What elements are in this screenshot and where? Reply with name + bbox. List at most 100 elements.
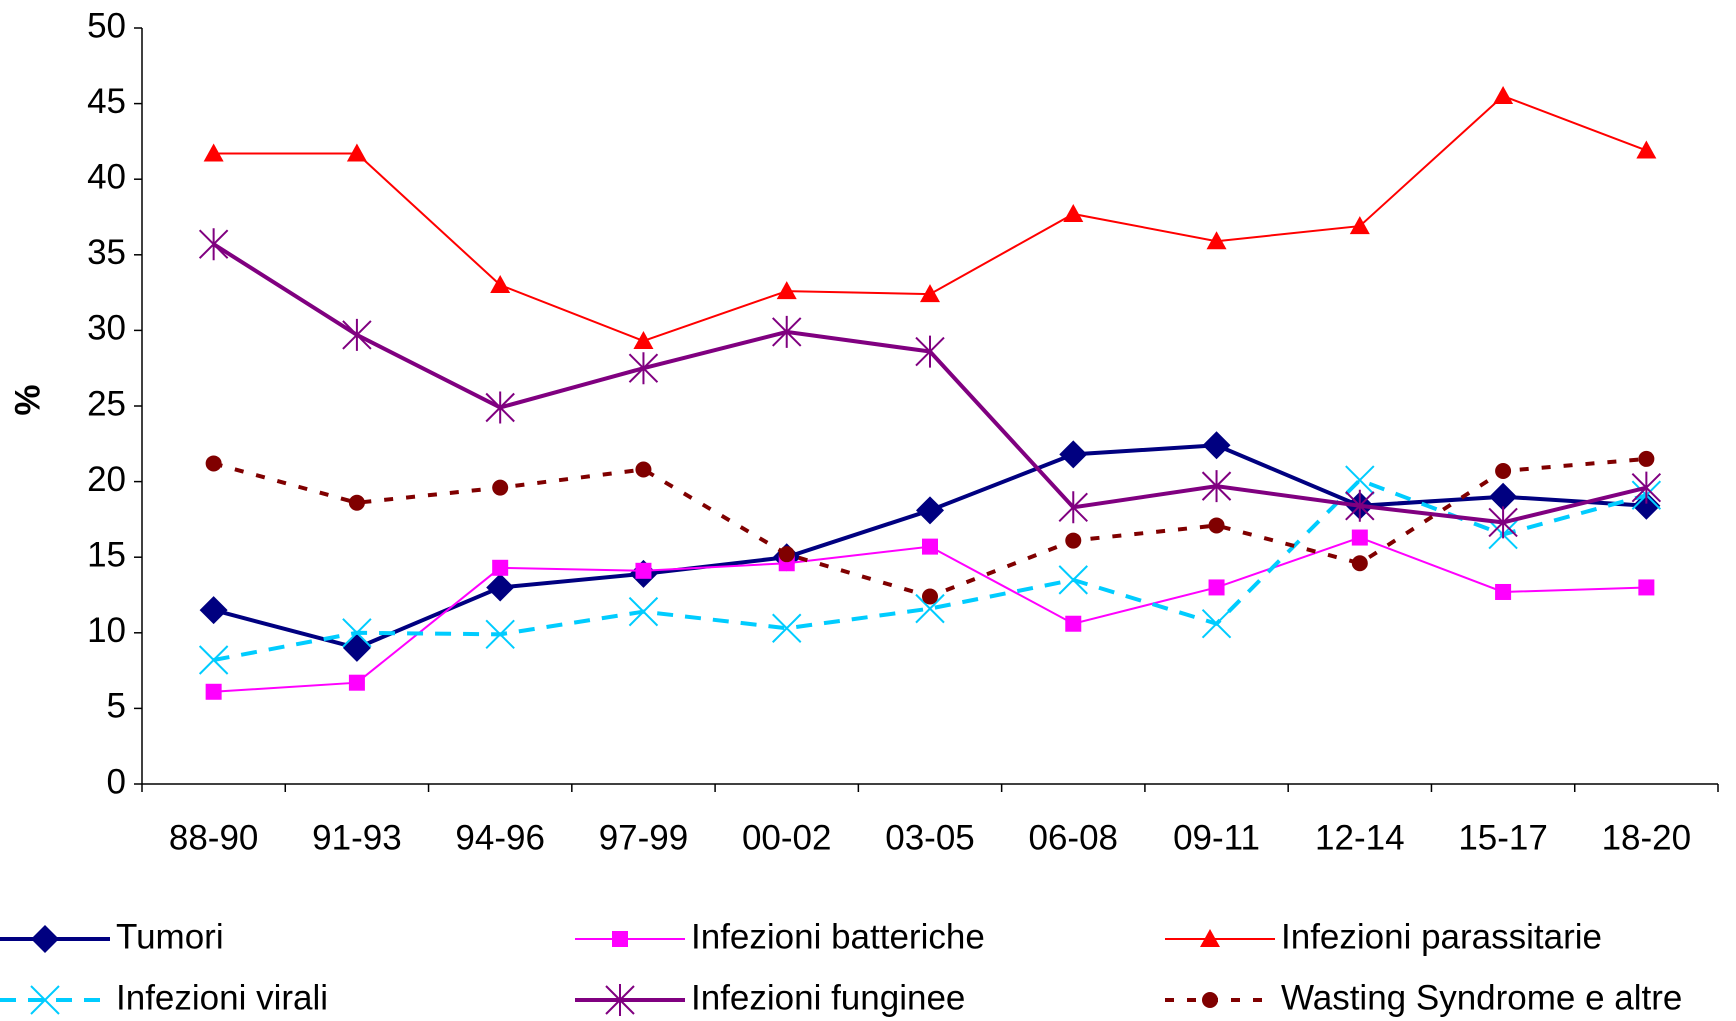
marker bbox=[490, 275, 511, 294]
series bbox=[203, 86, 1657, 349]
marker bbox=[348, 494, 365, 511]
y-tick-label: 25 bbox=[87, 384, 126, 423]
y-tick-label: 20 bbox=[87, 460, 126, 499]
marker bbox=[492, 559, 509, 576]
line bbox=[213, 477, 1647, 662]
x-tick-label: 00-02 bbox=[742, 818, 832, 857]
marker bbox=[1493, 86, 1514, 105]
legend-item: Infezioni batteriche bbox=[575, 917, 985, 956]
legend-item: Infezioni virali bbox=[0, 978, 328, 1017]
marker bbox=[916, 496, 944, 525]
x-tick-label: 94-96 bbox=[455, 818, 545, 857]
legend-item: Infezioni funginee bbox=[575, 978, 965, 1017]
y-tick-label: 5 bbox=[107, 687, 126, 726]
legend-marker bbox=[612, 931, 628, 947]
marker bbox=[628, 352, 659, 385]
x-tick-label: 15-17 bbox=[1458, 818, 1548, 857]
marker bbox=[922, 588, 938, 605]
y-tick-label: 50 bbox=[87, 6, 126, 45]
y-tick-label: 15 bbox=[87, 535, 126, 574]
legend-label: Wasting Syndrome e altre bbox=[1281, 978, 1682, 1017]
x-tick-label: 06-08 bbox=[1029, 818, 1119, 857]
legend-marker bbox=[30, 985, 60, 1015]
marker bbox=[1351, 555, 1368, 572]
line bbox=[213, 94, 1647, 343]
line bbox=[213, 456, 1647, 599]
marker bbox=[1351, 529, 1368, 546]
marker bbox=[342, 633, 371, 662]
marker bbox=[205, 683, 222, 700]
series bbox=[205, 529, 1655, 700]
marker bbox=[1489, 482, 1518, 511]
legend-label: Infezioni funginee bbox=[691, 978, 965, 1017]
marker bbox=[1058, 491, 1088, 524]
marker bbox=[1065, 615, 1082, 632]
marker bbox=[342, 318, 372, 351]
marker bbox=[1201, 470, 1232, 503]
series bbox=[198, 228, 1662, 539]
x-tick-label: 97-99 bbox=[599, 818, 689, 857]
marker bbox=[1631, 471, 1662, 504]
marker bbox=[199, 596, 228, 625]
marker bbox=[633, 330, 654, 349]
legend-marker bbox=[605, 984, 635, 1016]
x-tick-label: 88-90 bbox=[169, 818, 259, 857]
marker bbox=[485, 391, 515, 424]
marker bbox=[485, 619, 515, 650]
y-axis-label: % bbox=[8, 384, 47, 415]
marker bbox=[778, 546, 795, 563]
x-tick-label: 12-14 bbox=[1315, 818, 1405, 857]
marker bbox=[1206, 231, 1227, 250]
marker bbox=[1202, 431, 1231, 460]
marker bbox=[1208, 517, 1225, 534]
marker bbox=[1345, 465, 1375, 495]
x-tick-label: 03-05 bbox=[885, 818, 975, 857]
marker bbox=[1488, 506, 1518, 539]
marker bbox=[772, 315, 802, 348]
marker bbox=[915, 335, 945, 368]
marker bbox=[1208, 579, 1225, 596]
marker bbox=[1636, 140, 1657, 159]
marker bbox=[198, 645, 229, 675]
marker bbox=[772, 613, 802, 643]
legend-item: Infezioni parassitarie bbox=[1165, 917, 1602, 956]
y-tick-label: 35 bbox=[87, 233, 126, 272]
legend-item: Tumori bbox=[0, 917, 224, 956]
marker bbox=[920, 284, 940, 303]
marker bbox=[348, 674, 365, 691]
marker bbox=[1059, 440, 1088, 469]
marker bbox=[776, 281, 797, 300]
marker bbox=[342, 618, 372, 648]
legend-marker bbox=[31, 925, 59, 953]
marker bbox=[492, 479, 509, 496]
y-tick-label: 45 bbox=[87, 82, 126, 121]
marker bbox=[635, 461, 652, 478]
legend-marker bbox=[1200, 929, 1220, 947]
marker bbox=[915, 593, 945, 624]
legend-label: Infezioni batteriche bbox=[691, 917, 985, 956]
marker bbox=[486, 573, 515, 602]
y-tick-label: 10 bbox=[87, 611, 126, 650]
marker bbox=[1345, 489, 1375, 522]
marker bbox=[203, 143, 224, 162]
y-tick-label: 0 bbox=[107, 762, 126, 801]
y-tick-label: 30 bbox=[87, 309, 126, 348]
marker bbox=[1065, 532, 1082, 549]
legend-item: Wasting Syndrome e altre bbox=[1165, 978, 1682, 1017]
y-tick-label: 40 bbox=[87, 157, 126, 196]
marker bbox=[1638, 450, 1655, 467]
line bbox=[213, 536, 1647, 693]
marker bbox=[628, 596, 659, 627]
legend-marker bbox=[1202, 992, 1218, 1008]
marker bbox=[922, 538, 938, 555]
marker bbox=[205, 455, 222, 472]
marker bbox=[1058, 565, 1088, 595]
x-tick-label: 91-93 bbox=[312, 818, 402, 857]
marker bbox=[346, 143, 367, 162]
marker bbox=[1495, 583, 1512, 600]
x-tick-label: 09-11 bbox=[1173, 818, 1260, 857]
marker bbox=[1495, 463, 1512, 480]
x-tick-label: 18-20 bbox=[1602, 818, 1692, 857]
legend-label: Tumori bbox=[116, 917, 224, 956]
